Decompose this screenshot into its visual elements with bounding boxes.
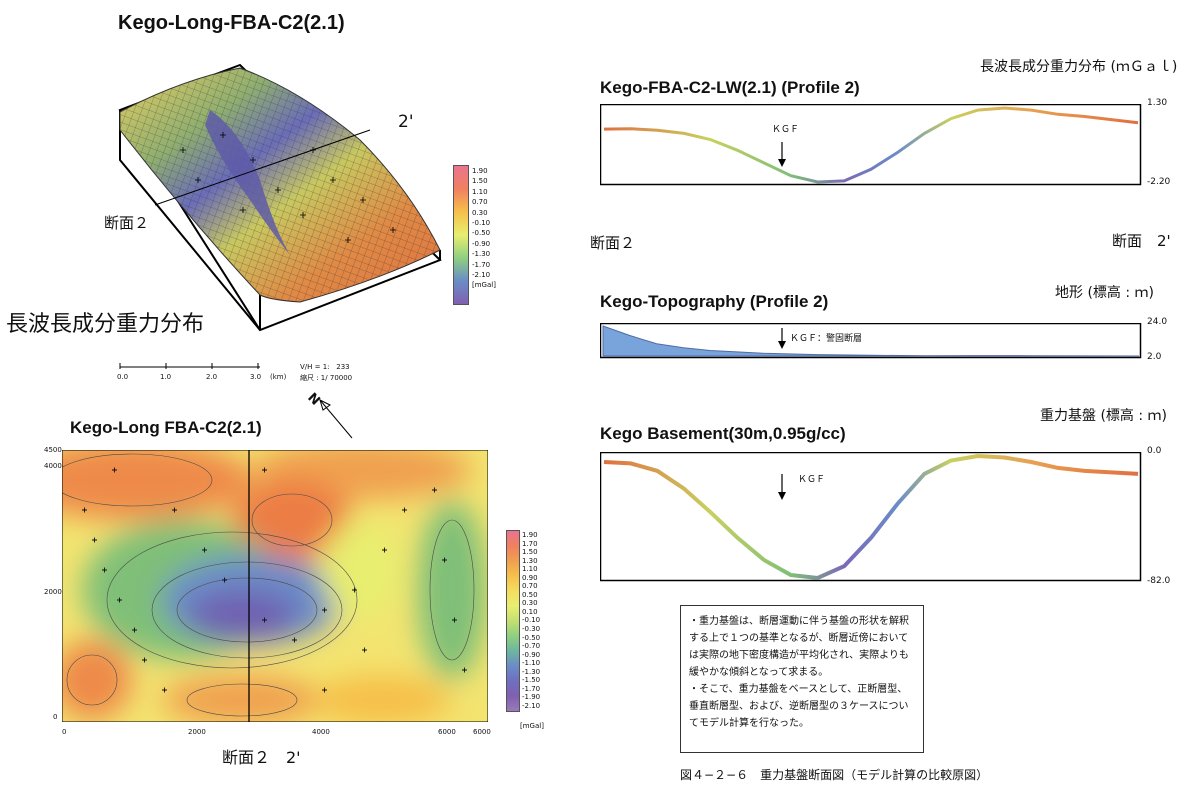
basement-profile-plot	[600, 452, 1142, 582]
map2d-xtick-4000: 4000	[312, 728, 330, 736]
surface3d-plot	[118, 63, 442, 332]
scalebar	[119, 363, 260, 369]
north-arrow-icon	[319, 399, 353, 439]
map2d-xtick-6000b: 6000	[473, 728, 491, 736]
gravity-marker: ＫＧＦ	[772, 125, 800, 135]
map2d-ytick-0: 0	[53, 713, 58, 721]
map2d-ytick-2000: 2000	[44, 588, 62, 596]
surface3d-legend-labels: 1.90 1.50 1.10 0.70 0.30 -0.10 -0.50 -0.90 -1.30…	[472, 167, 496, 290]
surface3d-title: Kego-Long-FBA-C2(2.1)	[118, 12, 345, 34]
topo-series-area	[602, 325, 1140, 357]
scalebar-tick-2: 2.0	[206, 373, 218, 381]
topo-right-label: 地形 (標高 : ｍ)	[1055, 285, 1154, 301]
surface3d-section-start: 断面２	[104, 214, 150, 232]
map2d-plot	[62, 450, 488, 722]
basement-marker: ＫＧＦ	[798, 475, 826, 485]
vh-ratio: V/H = 1: 233	[300, 363, 350, 371]
map2d-ytick-4000: 4000	[44, 462, 62, 470]
basement-title: Kego Basement(30m,0.95g/cc)	[600, 424, 846, 443]
gravity-profile-plot	[600, 104, 1142, 186]
scalebar-tick-3: 3.0	[250, 373, 262, 381]
map2d-xtick-2000: 2000	[188, 728, 206, 736]
basement-series-line	[603, 453, 1139, 581]
basement-right-label: 重力基盤 (標高 : ｍ)	[1040, 408, 1167, 424]
scalebar-tick-0: 0.0	[117, 373, 129, 381]
gravity-ymin: -2.20	[1147, 177, 1171, 187]
gravity-ymax: 1.30	[1147, 98, 1168, 108]
surface3d-legend-bar	[453, 165, 469, 305]
map2d-section-label: 断面２ 2'	[222, 748, 301, 767]
scalebar-unit: (km)	[270, 373, 287, 381]
notes-box: ・重力基盤は、断層運動に伴う基盤の形状を解釈する上で１つの基準となるが、断層近傍…	[680, 605, 924, 753]
figure-caption: 図４−２−６ 重力基盤断面図（モデル計算の比較原図）	[680, 768, 989, 782]
gravity-title: Kego-FBA-C2-LW(2.1) (Profile 2)	[600, 78, 860, 97]
topo-ymax: 24.0	[1147, 317, 1168, 327]
topo-profile-plot	[600, 323, 1142, 359]
gravity-left-section: 断面２	[590, 234, 636, 252]
gravity-series-line	[603, 106, 1139, 184]
scalebar-tick-1: 1.0	[160, 373, 172, 381]
map2d-xtick-0: 0	[62, 728, 67, 736]
note-2: ・そこで、重力基盤をベースとして、正断層型、垂直断層型、および、逆断層型の３ケー…	[689, 684, 909, 729]
map2d-xtick-6000a: 6000	[438, 728, 456, 736]
gravity-right-label: 長波長成分重力分布 (ｍＧａｌ)	[980, 59, 1178, 75]
topo-title: Kego-Topography (Profile 2)	[600, 292, 829, 311]
basement-ymin: -82.0	[1147, 576, 1171, 586]
surface3d-section-end: 2'	[398, 112, 414, 132]
map2d-ytick-4500: 4500	[44, 446, 62, 454]
note-1: ・重力基盤は、断層運動に伴う基盤の形状を解釈する上で１つの基準となるが、断層近傍…	[689, 616, 909, 678]
surface3d-caption: 長波長成分重力分布	[6, 312, 205, 337]
map2d-legend-labels: 1.90 1.70 1.50 1.30 1.10 0.90 0.70 0.50 0.30 0.10…	[522, 531, 541, 710]
gravity-right-section: 断面 2'	[1112, 232, 1171, 250]
basement-ymax: 0.0	[1147, 446, 1162, 456]
topo-ymin: 2.0	[1147, 352, 1162, 362]
map2d-legend-bar	[506, 530, 520, 712]
topo-marker: ＫＧＦ：警固断層	[790, 334, 863, 344]
map2d-legend-unit: [mGal]	[520, 722, 544, 730]
map2d-title: Kego-Long FBA-C2(2.1)	[70, 418, 262, 437]
map-scale: 縮尺 : 1/ 70000	[300, 374, 353, 382]
